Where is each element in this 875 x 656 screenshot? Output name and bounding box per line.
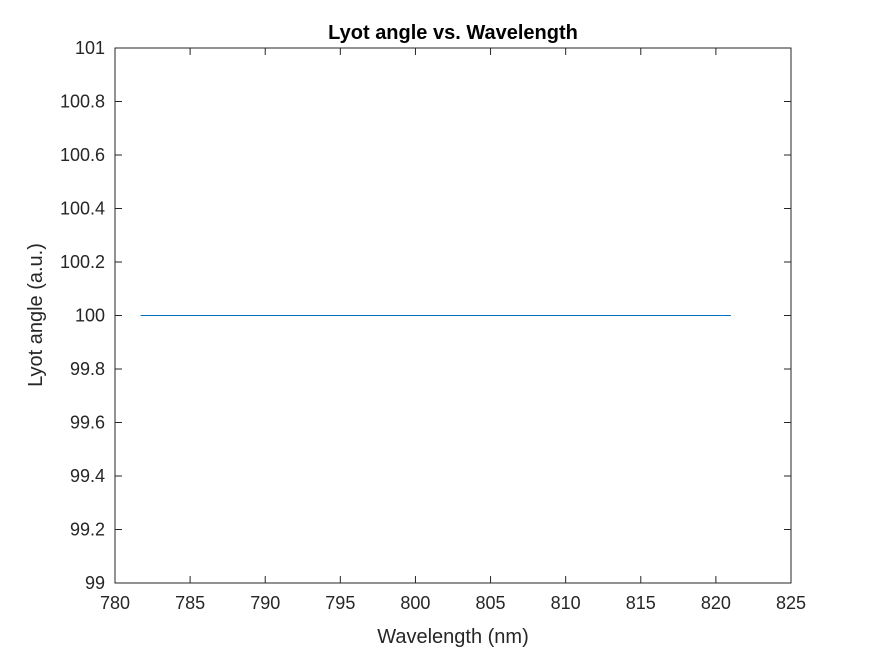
x-tick-label: 785	[175, 593, 205, 613]
y-tick-label: 100.8	[60, 92, 105, 112]
y-tick-label: 99.2	[70, 520, 105, 540]
y-tick-label: 99.8	[70, 359, 105, 379]
x-tick-label: 805	[476, 593, 506, 613]
y-tick-label: 99.6	[70, 413, 105, 433]
y-tick-label: 99.4	[70, 466, 105, 486]
y-tick-label: 101	[75, 38, 105, 58]
y-axis-label: Lyot angle (a.u.)	[25, 243, 47, 387]
x-tick-label: 815	[626, 593, 656, 613]
y-tick-label: 100.4	[60, 199, 105, 219]
x-tick-label: 825	[776, 593, 806, 613]
ticks-layer: 780 785 790 795 800 805 810 815 820 825 99 99.2 99.4…	[60, 38, 806, 613]
x-tick-label: 790	[250, 593, 280, 613]
x-tick-label: 800	[400, 593, 430, 613]
x-tick-label: 780	[100, 593, 130, 613]
x-axis-label: Wavelength (nm)	[377, 626, 529, 648]
axes-box	[114, 47, 792, 584]
x-tick-label: 820	[701, 593, 731, 613]
chart-title: Lyot angle vs. Wavelength	[328, 22, 578, 44]
y-tick-label: 99	[85, 573, 105, 593]
y-tick-label: 100	[75, 306, 105, 326]
x-tick-label: 795	[325, 593, 355, 613]
y-tick-label: 100.6	[60, 145, 105, 165]
x-tick-label: 810	[551, 593, 581, 613]
y-tick-label: 100.2	[60, 252, 105, 272]
